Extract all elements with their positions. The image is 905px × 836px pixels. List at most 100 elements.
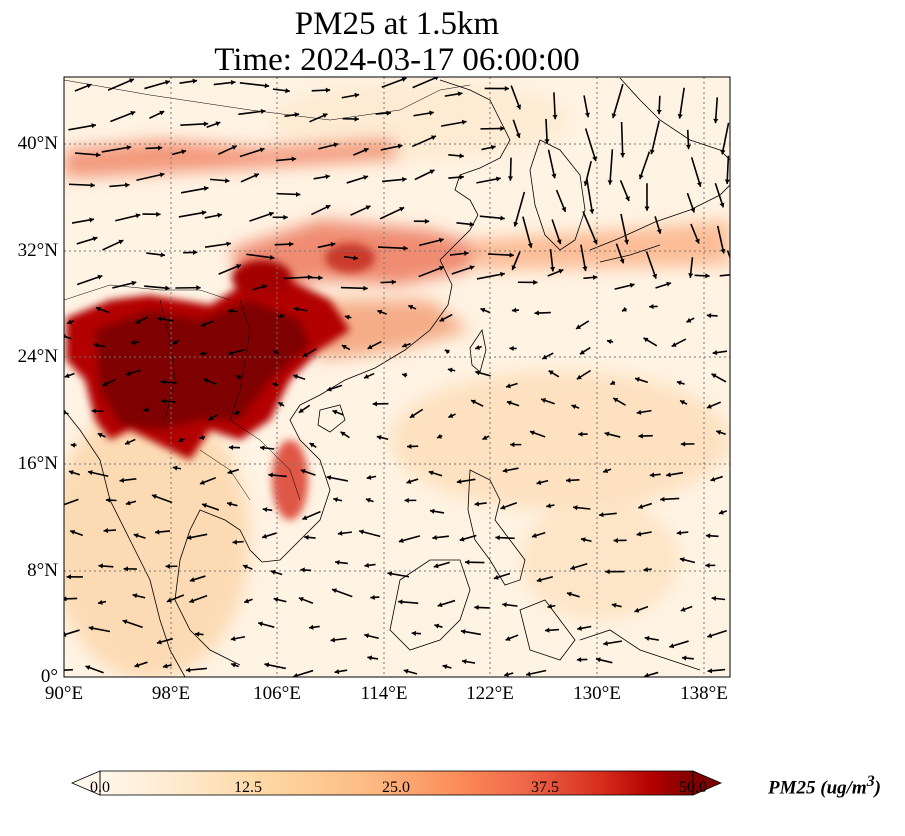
wind-arrow-head	[490, 144, 496, 150]
wind-arrow-head	[428, 470, 434, 476]
wind-arrow-head	[620, 153, 626, 158]
wind-arrow-head	[165, 79, 170, 85]
wind-arrow-head	[706, 403, 712, 409]
wind-arrow-head	[231, 145, 237, 150]
wind-arrow-head	[690, 207, 696, 213]
wind-arrow-head	[643, 567, 648, 573]
wind-arrow-head	[719, 202, 725, 208]
wind-arrow-head	[611, 113, 617, 119]
wind-arrow-head	[334, 669, 340, 675]
wind-arrow-head	[710, 476, 716, 482]
wind-arrow-head	[330, 637, 336, 643]
wind-arrow-head	[526, 671, 531, 677]
wind-arrow-head	[439, 316, 445, 322]
wind-arrow-head	[656, 109, 662, 115]
gulf-of-thailand-coast	[174, 509, 263, 666]
wind-arrow-head	[461, 119, 467, 125]
wind-arrow-head	[125, 182, 130, 188]
wind-arrow-head	[227, 469, 233, 475]
wind-arrow-head	[67, 319, 73, 325]
wind-arrow-head	[353, 255, 358, 261]
wind-arrow-head	[166, 597, 172, 603]
wind-arrow-shaft	[487, 253, 514, 257]
wind-arrow-shaft	[180, 187, 209, 194]
wind-arrow-head	[635, 377, 640, 383]
east-china-sea-band	[470, 220, 730, 270]
wind-arrow-head	[335, 559, 340, 566]
new-guinea-coast	[579, 629, 701, 671]
wind-arrow-head	[644, 635, 650, 641]
wind-arrow-shaft	[690, 157, 702, 187]
wind-arrow-head	[558, 268, 564, 274]
wind-arrow-shaft	[586, 178, 594, 214]
wind-arrow-head	[533, 279, 538, 285]
wind-arrow-head	[262, 284, 267, 290]
wind-arrow-shaft	[64, 498, 79, 506]
wind-arrow-shaft	[678, 87, 685, 119]
wind-arrow-shaft	[547, 149, 556, 179]
wind-arrow-head	[589, 208, 595, 214]
wind-arrow-head	[264, 662, 270, 668]
colorbar-frame	[99, 770, 694, 796]
wind-arrow-head	[696, 181, 702, 187]
wind-arrow-head	[70, 442, 76, 448]
wind-arrow-head	[457, 91, 463, 97]
wind-arrow-head	[64, 631, 67, 637]
wind-arrow-head	[98, 599, 103, 605]
wind-arrow-head	[262, 533, 268, 539]
wind-arrow-head	[66, 574, 71, 580]
wind-arrow-head	[97, 432, 103, 438]
lon-label-114: 114°E	[360, 683, 408, 704]
wind-arrow-head	[132, 593, 138, 599]
wind-arrow-head	[506, 383, 511, 389]
wind-arrow-head	[724, 179, 730, 184]
wind-arrow-head	[495, 535, 500, 541]
wind-arrow-head	[160, 252, 166, 258]
colorbar-label: PM25 (ug/m3)	[768, 773, 881, 799]
wind-arrow-head	[474, 501, 480, 507]
wind-arrow-head	[172, 339, 178, 345]
wind-arrow-head	[442, 664, 448, 670]
wind-arrow-head	[411, 630, 417, 636]
borneo-coast	[389, 559, 471, 651]
wind-arrow-head	[232, 539, 237, 545]
wind-arrow-head	[228, 444, 234, 451]
wind-arrow-head	[459, 174, 464, 180]
wind-arrow-head	[102, 381, 108, 387]
wind-arrow-head	[193, 249, 198, 255]
wind-arrow-shaft	[144, 80, 171, 90]
wind-arrow-head	[611, 602, 617, 608]
wind-arrow-head	[676, 380, 682, 386]
wind-arrow-head	[688, 273, 694, 278]
wind-arrow-head	[656, 228, 662, 234]
lon-label-98: 98°E	[151, 683, 191, 704]
wind-arrow-head	[603, 640, 608, 646]
wind-arrow-head	[471, 399, 477, 405]
wind-arrow-head	[192, 78, 198, 84]
wind-arrow-head	[576, 324, 582, 329]
wind-arrow-head	[134, 662, 140, 668]
wind-arrow-head	[638, 174, 644, 180]
wind-arrow-head	[293, 374, 298, 380]
wind-arrow-head	[636, 531, 642, 537]
colorbar-tick-50: 50.0	[679, 779, 707, 796]
wind-arrow-head	[367, 344, 373, 350]
wind-arrow-head	[712, 350, 718, 356]
wind-arrow-head	[322, 113, 328, 119]
wind-arrow-head	[333, 142, 339, 148]
wind-arrow-head	[548, 370, 554, 376]
wind-arrow-head	[552, 114, 558, 120]
wind-arrow-shaft	[476, 272, 505, 280]
wind-arrow-head	[300, 468, 306, 474]
wind-arrow-head	[706, 312, 712, 319]
wind-arrow-head	[217, 212, 222, 218]
wind-arrow-head	[500, 215, 505, 221]
wind-arrow-head	[547, 603, 553, 609]
wind-arrow-head	[387, 571, 393, 577]
colorbar-gradient	[100, 771, 693, 795]
wind-arrow-head	[268, 472, 273, 478]
lon-label-90: 90°E	[44, 683, 84, 704]
wind-arrow-head	[652, 273, 658, 279]
wind-arrow-head	[365, 497, 371, 503]
